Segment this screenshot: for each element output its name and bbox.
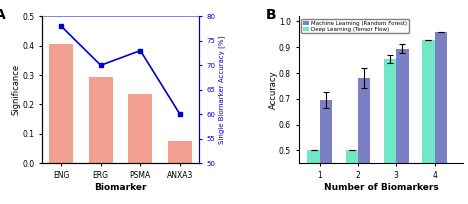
Bar [384, 59, 396, 204]
Bar [358, 78, 370, 204]
Y-axis label: Accuracy: Accuracy [269, 71, 278, 109]
Bar [128, 94, 152, 163]
Legend: Machine Learning (Random Forest), Deep Learning (Tensor Flow): Machine Learning (Random Forest), Deep L… [301, 19, 409, 33]
Bar [346, 150, 358, 204]
Y-axis label: Significance: Significance [12, 64, 21, 115]
X-axis label: Biomarker: Biomarker [94, 183, 147, 192]
Text: B: B [266, 8, 276, 21]
Bar [49, 44, 73, 163]
Bar [396, 49, 409, 204]
Text: A: A [0, 8, 6, 21]
Bar [422, 40, 435, 204]
Bar [89, 76, 113, 163]
Bar [307, 150, 320, 204]
X-axis label: Number of Biomarkers: Number of Biomarkers [323, 183, 439, 192]
Y-axis label: Single Biomarker Accuracy [%]: Single Biomarker Accuracy [%] [219, 36, 225, 144]
Bar [168, 141, 192, 163]
Bar [320, 100, 332, 204]
Bar [435, 32, 447, 204]
